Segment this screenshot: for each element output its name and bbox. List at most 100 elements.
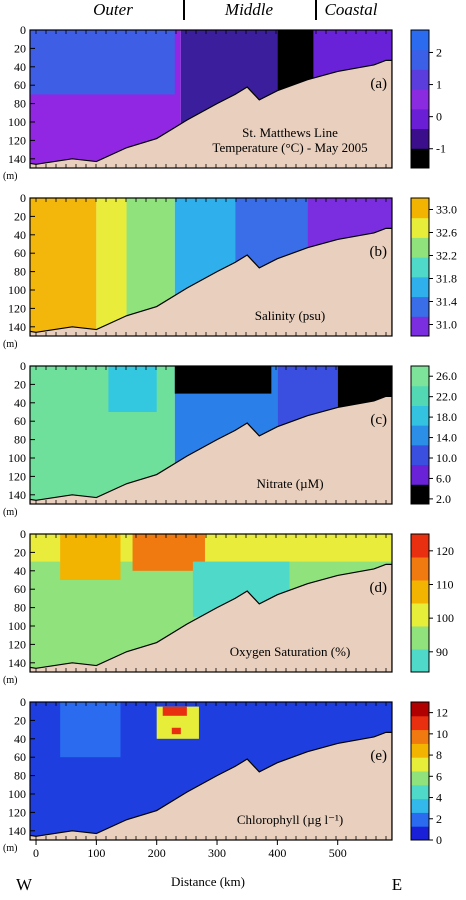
colorbar-segment [411,237,429,258]
data-band-3 [174,366,272,394]
data-band-1 [60,702,121,758]
y-tick-label: 140 [8,488,26,502]
y-tick-label: 40 [14,60,26,74]
y-tick-label: 120 [8,133,26,147]
colorbar-tick-label: 0 [436,833,442,847]
y-tick-label: 100 [8,619,26,633]
colorbar-segment [411,649,429,673]
y-tick-label: 0 [20,527,26,541]
colorbar-segment [411,128,429,149]
panel-letter: (e) [370,748,387,764]
colorbar-segment [411,743,429,758]
y-tick-label: 60 [14,582,26,596]
y-tick-label: 20 [14,713,26,727]
y-tick-label: 120 [8,805,26,819]
plot-frame [29,365,393,505]
colorbar-segment [411,217,429,238]
depth-unit: (m) [3,171,17,182]
colorbar-frame [410,533,430,673]
west-label: W [16,875,33,894]
panel-caption-line: Chlorophyll (µg l⁻¹) [237,812,343,827]
seafloor [30,731,392,840]
depth-unit: (m) [3,507,17,518]
panel-caption-line: Temperature (°C) - May 2005 [212,140,367,155]
colorbar-segment [411,49,429,70]
y-tick-label: 60 [14,750,26,764]
data-band-3 [162,706,187,716]
colorbar-segment [411,534,429,558]
y-tick-label: 60 [14,78,26,92]
y-tick-label: 0 [20,23,26,37]
colorbar-segment [411,108,429,130]
colorbar-segment [411,257,429,278]
y-tick-label: 40 [14,228,26,242]
colorbar-tick-label: 26.0 [436,369,457,383]
y-tick-label: 120 [8,469,26,483]
depth-unit: (m) [3,843,17,854]
seafloor [30,227,392,336]
y-tick-label: 140 [8,320,26,334]
colorbar-tick-label: 2 [436,812,442,826]
colorbar-segment [411,464,429,485]
y-tick-label: 140 [8,152,26,166]
x-tick-label: 500 [329,846,347,860]
colorbar-segment [411,89,429,110]
colorbar-tick-label: 4 [436,791,442,805]
colorbar-segment [411,366,429,387]
y-tick-label: 80 [14,601,26,615]
colorbar-segment [411,69,429,90]
data-band-1 [30,30,175,95]
y-tick-label: 20 [14,377,26,391]
colorbar-segment [411,603,429,627]
y-tick-label: 100 [8,787,26,801]
colorbar-segment [411,296,429,317]
panel-letter: (a) [370,76,387,92]
colorbar-segment [411,316,429,337]
y-tick-label: 100 [8,283,26,297]
y-tick-label: 0 [20,695,26,709]
panel-letter: (c) [370,412,387,428]
panel-d: 0 20 40 60 80 100 120 140 (m) (d) Oxygen Saturatio… [3,527,454,686]
colorbar-frame [410,197,430,337]
depth-unit: (m) [3,339,17,350]
colorbar-tick-label: 32.2 [436,249,457,263]
y-tick-label: 100 [8,115,26,129]
plot-frame [29,197,393,337]
colorbar-segment [411,276,429,298]
colorbar-segment [411,771,429,786]
colorbar-segment [411,757,429,772]
panel-letter: (d) [370,580,388,596]
colorbar-tick-label: 1 [436,78,442,92]
colorbar: 33.0 32.6 32.2 31.8 31.4 31.0 [410,197,457,337]
colorbar-tick-label: 18.0 [436,410,457,424]
y-tick-label: 80 [14,97,26,111]
colorbar: 2 1 0 -1 [410,29,446,169]
x-axis-title: Distance (km) [171,874,245,889]
plot-frame [29,29,393,169]
seafloor [30,395,392,504]
zone-labels: Outer Middle Coastal [93,0,378,20]
y-tick-label: 20 [14,545,26,559]
plot-frame [29,533,393,673]
east-label: E [392,875,402,894]
panel-letter: (b) [370,244,388,260]
colorbar-segment [411,30,429,51]
panel-caption-line: St. Matthews Line [242,125,338,140]
colorbar-segment [411,444,429,466]
panel-b: 0 20 40 60 80 100 120 140 (m) (b) Salinity (psu) 33… [3,191,457,350]
colorbar-segment [411,148,429,169]
colorbar-tick-label: 31.0 [436,318,457,332]
colorbar-tick-label: 2 [436,45,442,59]
colorbar-segment [411,702,429,717]
colorbar-tick-label: 10.0 [436,451,457,465]
y-tick-label: 80 [14,769,26,783]
colorbar-tick-label: 0 [436,110,442,124]
colorbar-segment [411,826,429,841]
x-tick-label: 300 [208,846,226,860]
colorbar-tick-label: 2.0 [436,492,451,506]
y-tick-label: 0 [20,191,26,205]
colorbar-segment [411,385,429,406]
